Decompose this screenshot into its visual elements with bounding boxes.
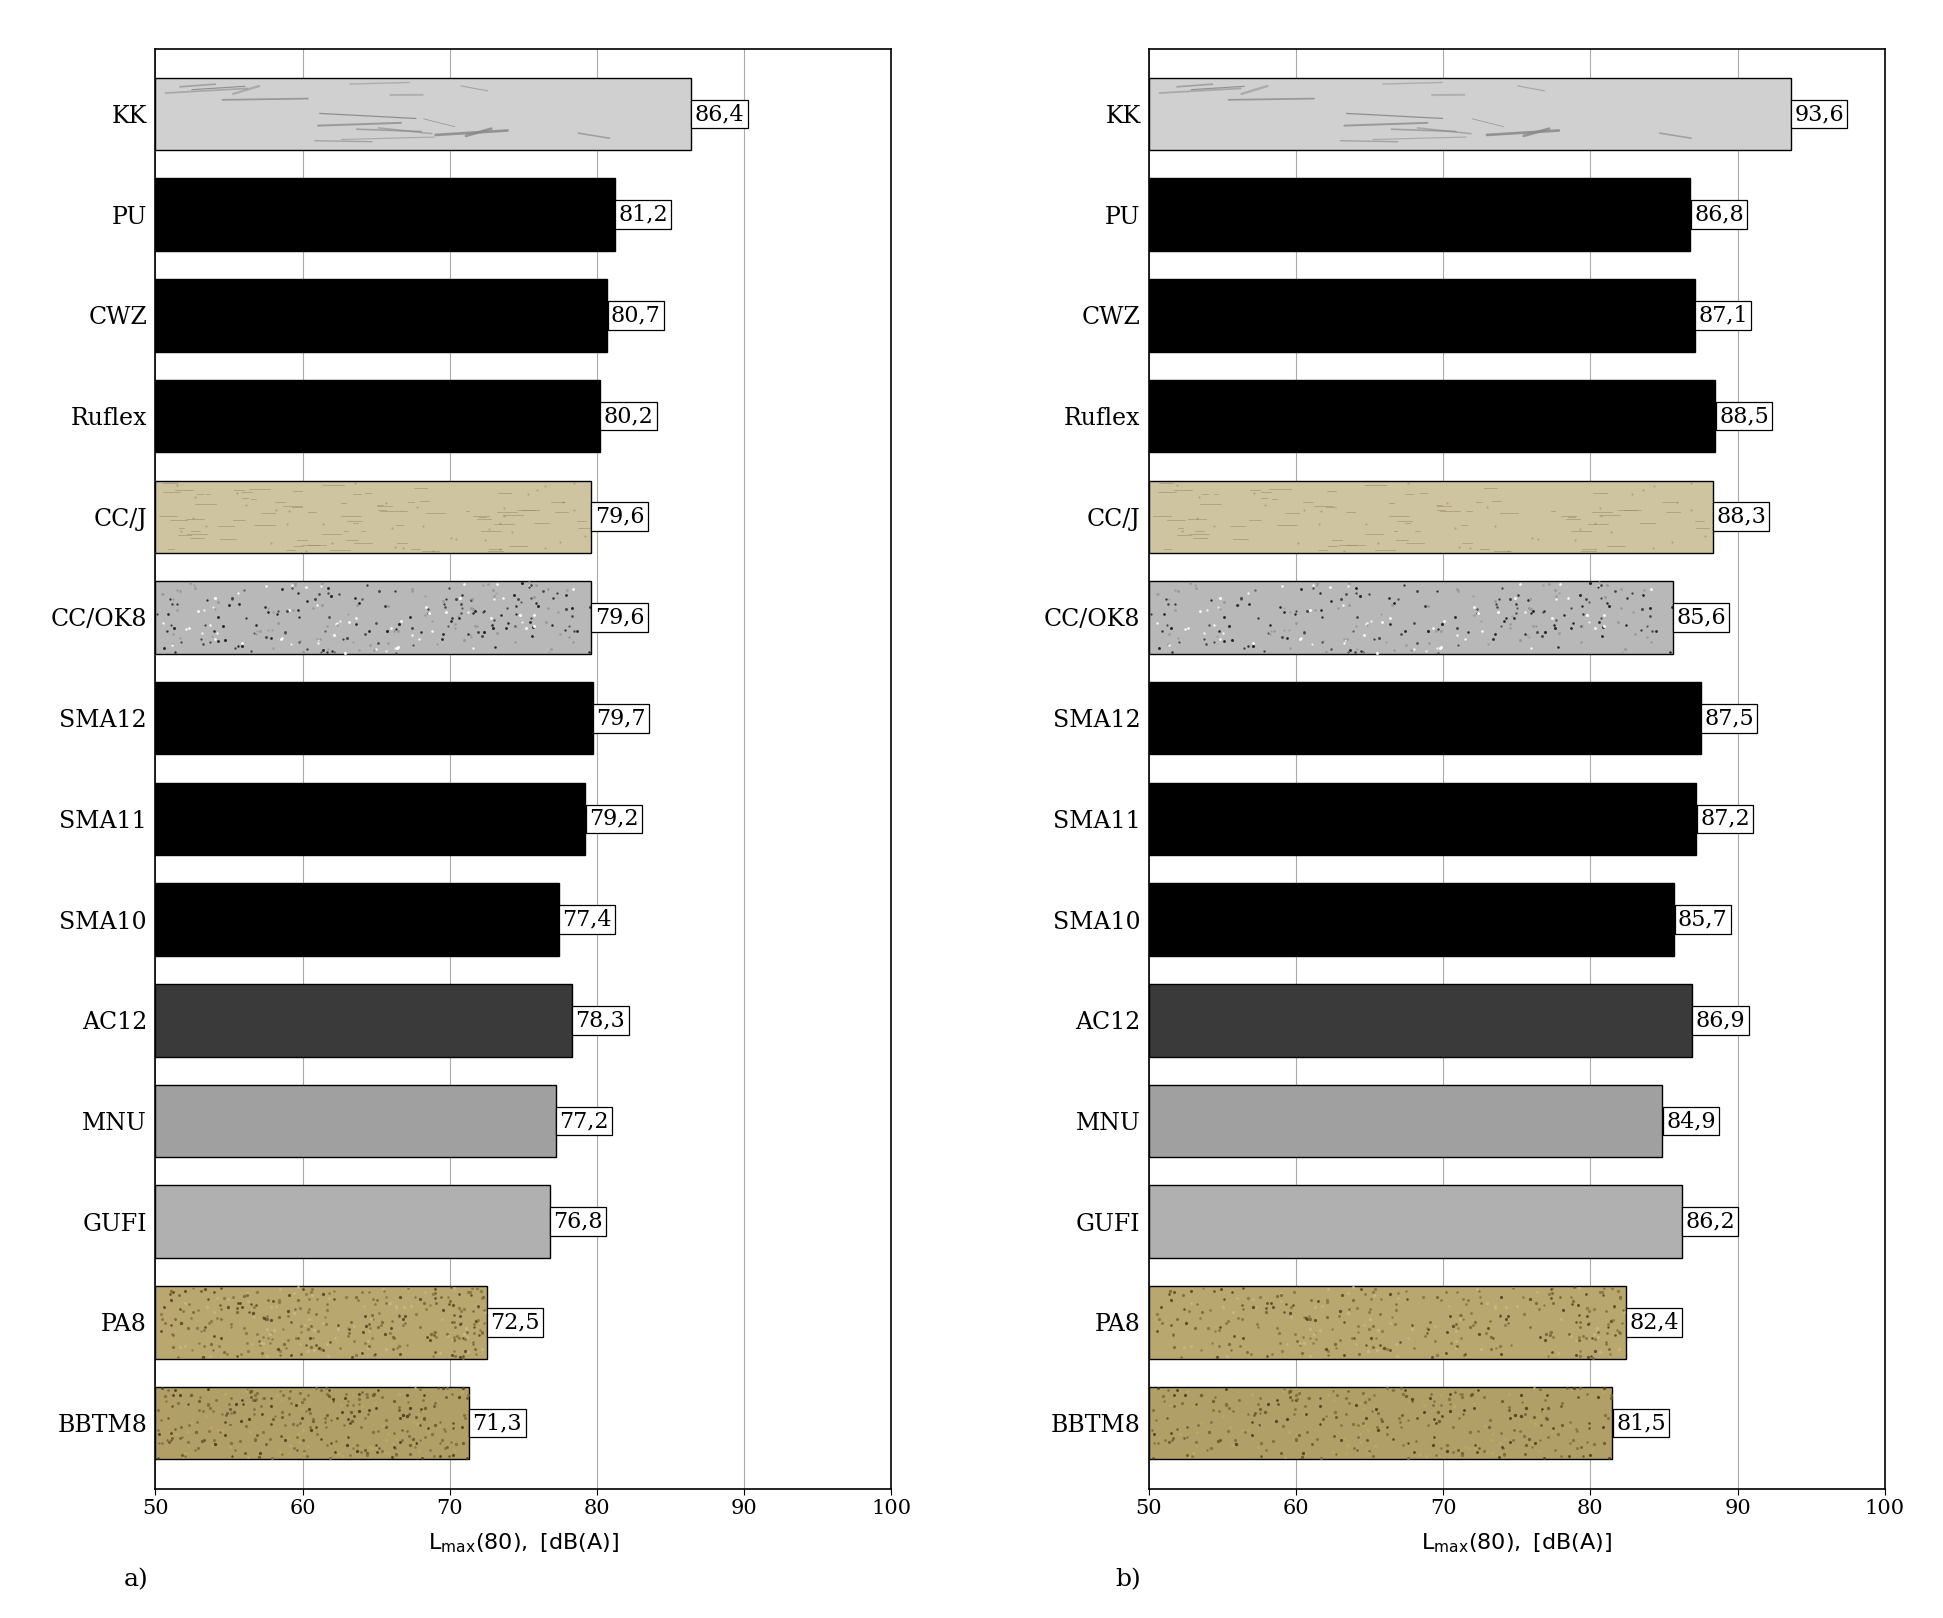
- Bar: [1148, 581, 1673, 654]
- Bar: [1148, 280, 1694, 351]
- Text: 87,1: 87,1: [1698, 304, 1749, 327]
- Bar: [155, 681, 593, 754]
- Text: 79,6: 79,6: [595, 506, 645, 527]
- Bar: [155, 783, 585, 856]
- Bar: [1148, 984, 1692, 1057]
- Text: 82,4: 82,4: [1630, 1312, 1679, 1333]
- Bar: [155, 1084, 556, 1157]
- Text: 87,2: 87,2: [1700, 807, 1749, 830]
- Bar: [155, 280, 608, 351]
- X-axis label: $\mathrm{L_{max}(80),\ [dB(A)]}$: $\mathrm{L_{max}(80),\ [dB(A)]}$: [427, 1532, 618, 1555]
- Bar: [155, 1186, 550, 1257]
- Bar: [155, 1286, 486, 1359]
- Text: 80,2: 80,2: [604, 404, 653, 427]
- Text: 93,6: 93,6: [1793, 104, 1844, 125]
- Text: 85,6: 85,6: [1677, 607, 1725, 628]
- Text: 81,5: 81,5: [1617, 1413, 1665, 1434]
- Bar: [1148, 1084, 1663, 1157]
- Bar: [1148, 681, 1700, 754]
- Text: 84,9: 84,9: [1667, 1110, 1716, 1133]
- Bar: [1148, 1286, 1626, 1359]
- Text: 86,8: 86,8: [1694, 204, 1745, 225]
- Text: 85,7: 85,7: [1679, 909, 1727, 930]
- Text: 88,3: 88,3: [1716, 506, 1766, 527]
- Text: 86,2: 86,2: [1685, 1210, 1735, 1233]
- Text: 87,5: 87,5: [1704, 707, 1755, 730]
- Bar: [155, 380, 600, 453]
- Text: 77,4: 77,4: [562, 909, 612, 930]
- Text: 86,4: 86,4: [696, 104, 744, 125]
- Text: a): a): [122, 1568, 148, 1590]
- Bar: [155, 178, 614, 251]
- Bar: [155, 984, 571, 1057]
- Bar: [1148, 1387, 1613, 1459]
- Text: 72,5: 72,5: [490, 1312, 540, 1333]
- Bar: [1148, 178, 1690, 251]
- Bar: [155, 581, 591, 654]
- Bar: [1148, 883, 1675, 956]
- Bar: [155, 78, 692, 150]
- Text: 81,2: 81,2: [618, 204, 668, 225]
- Text: 79,7: 79,7: [597, 707, 645, 730]
- Bar: [155, 481, 591, 553]
- Text: b): b): [1115, 1568, 1141, 1590]
- Text: 79,6: 79,6: [595, 607, 645, 628]
- Bar: [1148, 783, 1696, 856]
- Bar: [1148, 481, 1712, 553]
- Text: 71,3: 71,3: [472, 1413, 523, 1434]
- Text: 80,7: 80,7: [610, 304, 661, 327]
- Bar: [1148, 380, 1716, 453]
- Text: 88,5: 88,5: [1720, 404, 1768, 427]
- Bar: [1148, 1186, 1681, 1257]
- Bar: [155, 883, 560, 956]
- X-axis label: $\mathrm{L_{max}(80),\ [dB(A)]}$: $\mathrm{L_{max}(80),\ [dB(A)]}$: [1422, 1532, 1613, 1555]
- Text: 77,2: 77,2: [560, 1110, 608, 1133]
- Bar: [1148, 78, 1791, 150]
- Text: 79,2: 79,2: [589, 807, 639, 830]
- Text: 86,9: 86,9: [1696, 1010, 1745, 1031]
- Text: 76,8: 76,8: [554, 1210, 602, 1233]
- Text: 78,3: 78,3: [575, 1010, 626, 1031]
- Bar: [155, 1387, 468, 1459]
